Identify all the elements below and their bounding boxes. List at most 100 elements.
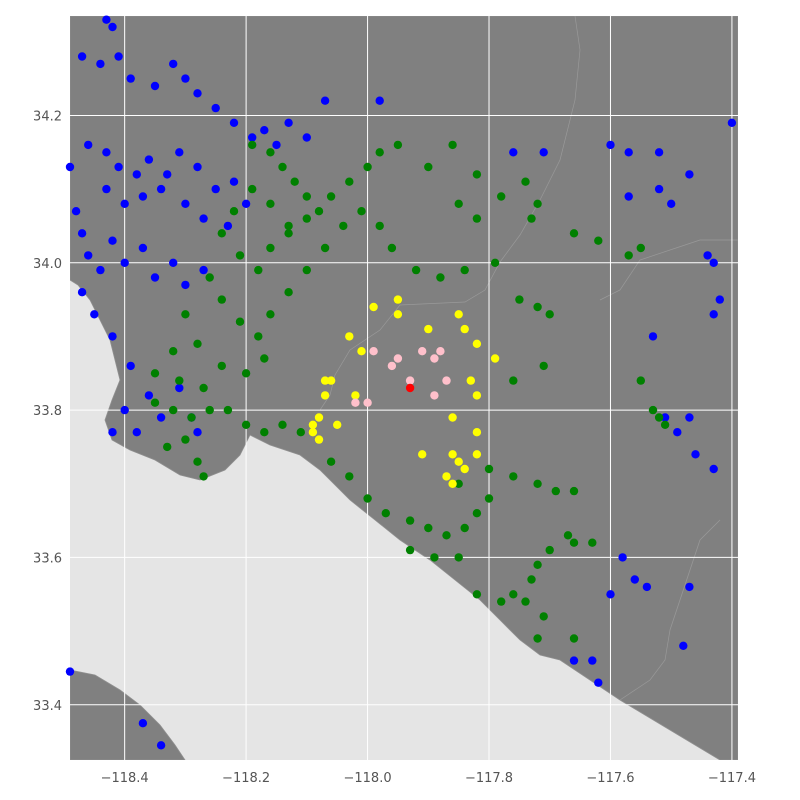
scatter-point [156,184,166,194]
scatter-point [65,162,75,172]
scatter-point [217,361,226,371]
scatter-point [169,258,178,267]
scatter-point [266,148,275,157]
scatter-point [175,148,184,157]
scatter-point [181,74,190,83]
scatter-point [308,420,318,429]
scatter-point [193,162,202,172]
scatter-point [624,251,633,260]
scatter-point [624,192,633,201]
scatter-point [418,450,427,459]
scatter-point [497,192,506,201]
scatter-point [326,376,336,385]
scatter-point [326,457,336,466]
scatter-point [193,89,202,98]
scatter-point [235,317,245,326]
scatter-point [430,391,439,400]
scatter-point [393,295,403,304]
scatter-point [642,582,652,592]
scatter-point [132,170,141,179]
scatter-point [90,310,99,319]
scatter-point [709,258,718,267]
scatter-point [509,148,518,157]
scatter-point [424,523,433,533]
x-tick-label: −117.4 [708,771,756,786]
scatter-point [175,376,184,385]
scatter-point [539,612,548,621]
scatter-point [618,553,627,562]
scatter-point [454,553,463,562]
scatter-point [660,413,670,422]
scatter-point [284,118,293,128]
scatter-point [454,457,463,466]
scatter-point [77,288,87,297]
scatter-point [636,376,645,385]
y-axis-ticks: 33.4 33.6 33.8 34.0 34.2 [33,109,62,713]
scatter-point [114,162,123,172]
scatter-point [660,420,670,429]
scatter-point [563,531,573,540]
scatter-point [229,177,239,186]
scatter-point [472,214,482,223]
scatter-point [217,295,226,304]
scatter-point [108,236,117,245]
x-tick-label: −117.8 [465,771,513,786]
scatter-point [569,656,579,665]
scatter-point [248,184,257,194]
scatter-point [181,435,190,444]
scatter-point [533,199,542,208]
scatter-point [490,258,500,267]
scatter-point [326,192,336,201]
scatter-point [150,273,160,282]
scatter-point [169,347,178,356]
scatter-point [551,486,560,496]
scatter-point [241,199,251,208]
scatter-point [102,15,111,24]
scatter-point [308,428,318,437]
series-3-points [351,347,451,407]
y-tick-label: 33.8 [33,404,62,419]
scatter-point [533,479,542,488]
scatter-point [673,428,682,437]
scatter-point [545,310,554,319]
scatter-point [241,369,251,378]
scatter-point [460,464,469,474]
island [70,669,186,760]
scatter-point [284,229,293,238]
scatter-point [266,310,275,319]
scatter-point [345,177,354,186]
scatter-point [254,332,263,341]
scatter-point [424,162,433,172]
scatter-point [108,22,117,32]
scatter-point [132,428,141,437]
scatter-point [375,221,384,231]
scatter-point [442,376,451,385]
scatter-point [333,420,342,429]
gridlines [70,16,738,760]
scatter-point [509,472,518,481]
scatter-point [460,523,469,533]
scatter-point [302,265,311,275]
scatter-points [65,15,737,750]
land-mass [70,16,738,760]
scatter-point [205,405,214,415]
scatter-point [715,295,724,304]
scatter-point [594,236,603,245]
scatter-point [442,531,451,540]
scatter-point [393,354,403,363]
scatter-point [381,509,390,518]
scatter-point [205,273,214,282]
series-4-points [405,383,415,393]
scatter-point [448,140,457,150]
scatter-point [521,177,530,186]
scatter-point [454,310,463,319]
scatter-point [569,229,579,238]
scatter-point [272,140,281,150]
scatter-point [648,332,658,341]
scatter-point [223,221,233,231]
scatter-point [648,405,658,415]
scatter-point [472,590,482,599]
scatter-point [539,361,548,371]
series-0-points [65,15,737,750]
